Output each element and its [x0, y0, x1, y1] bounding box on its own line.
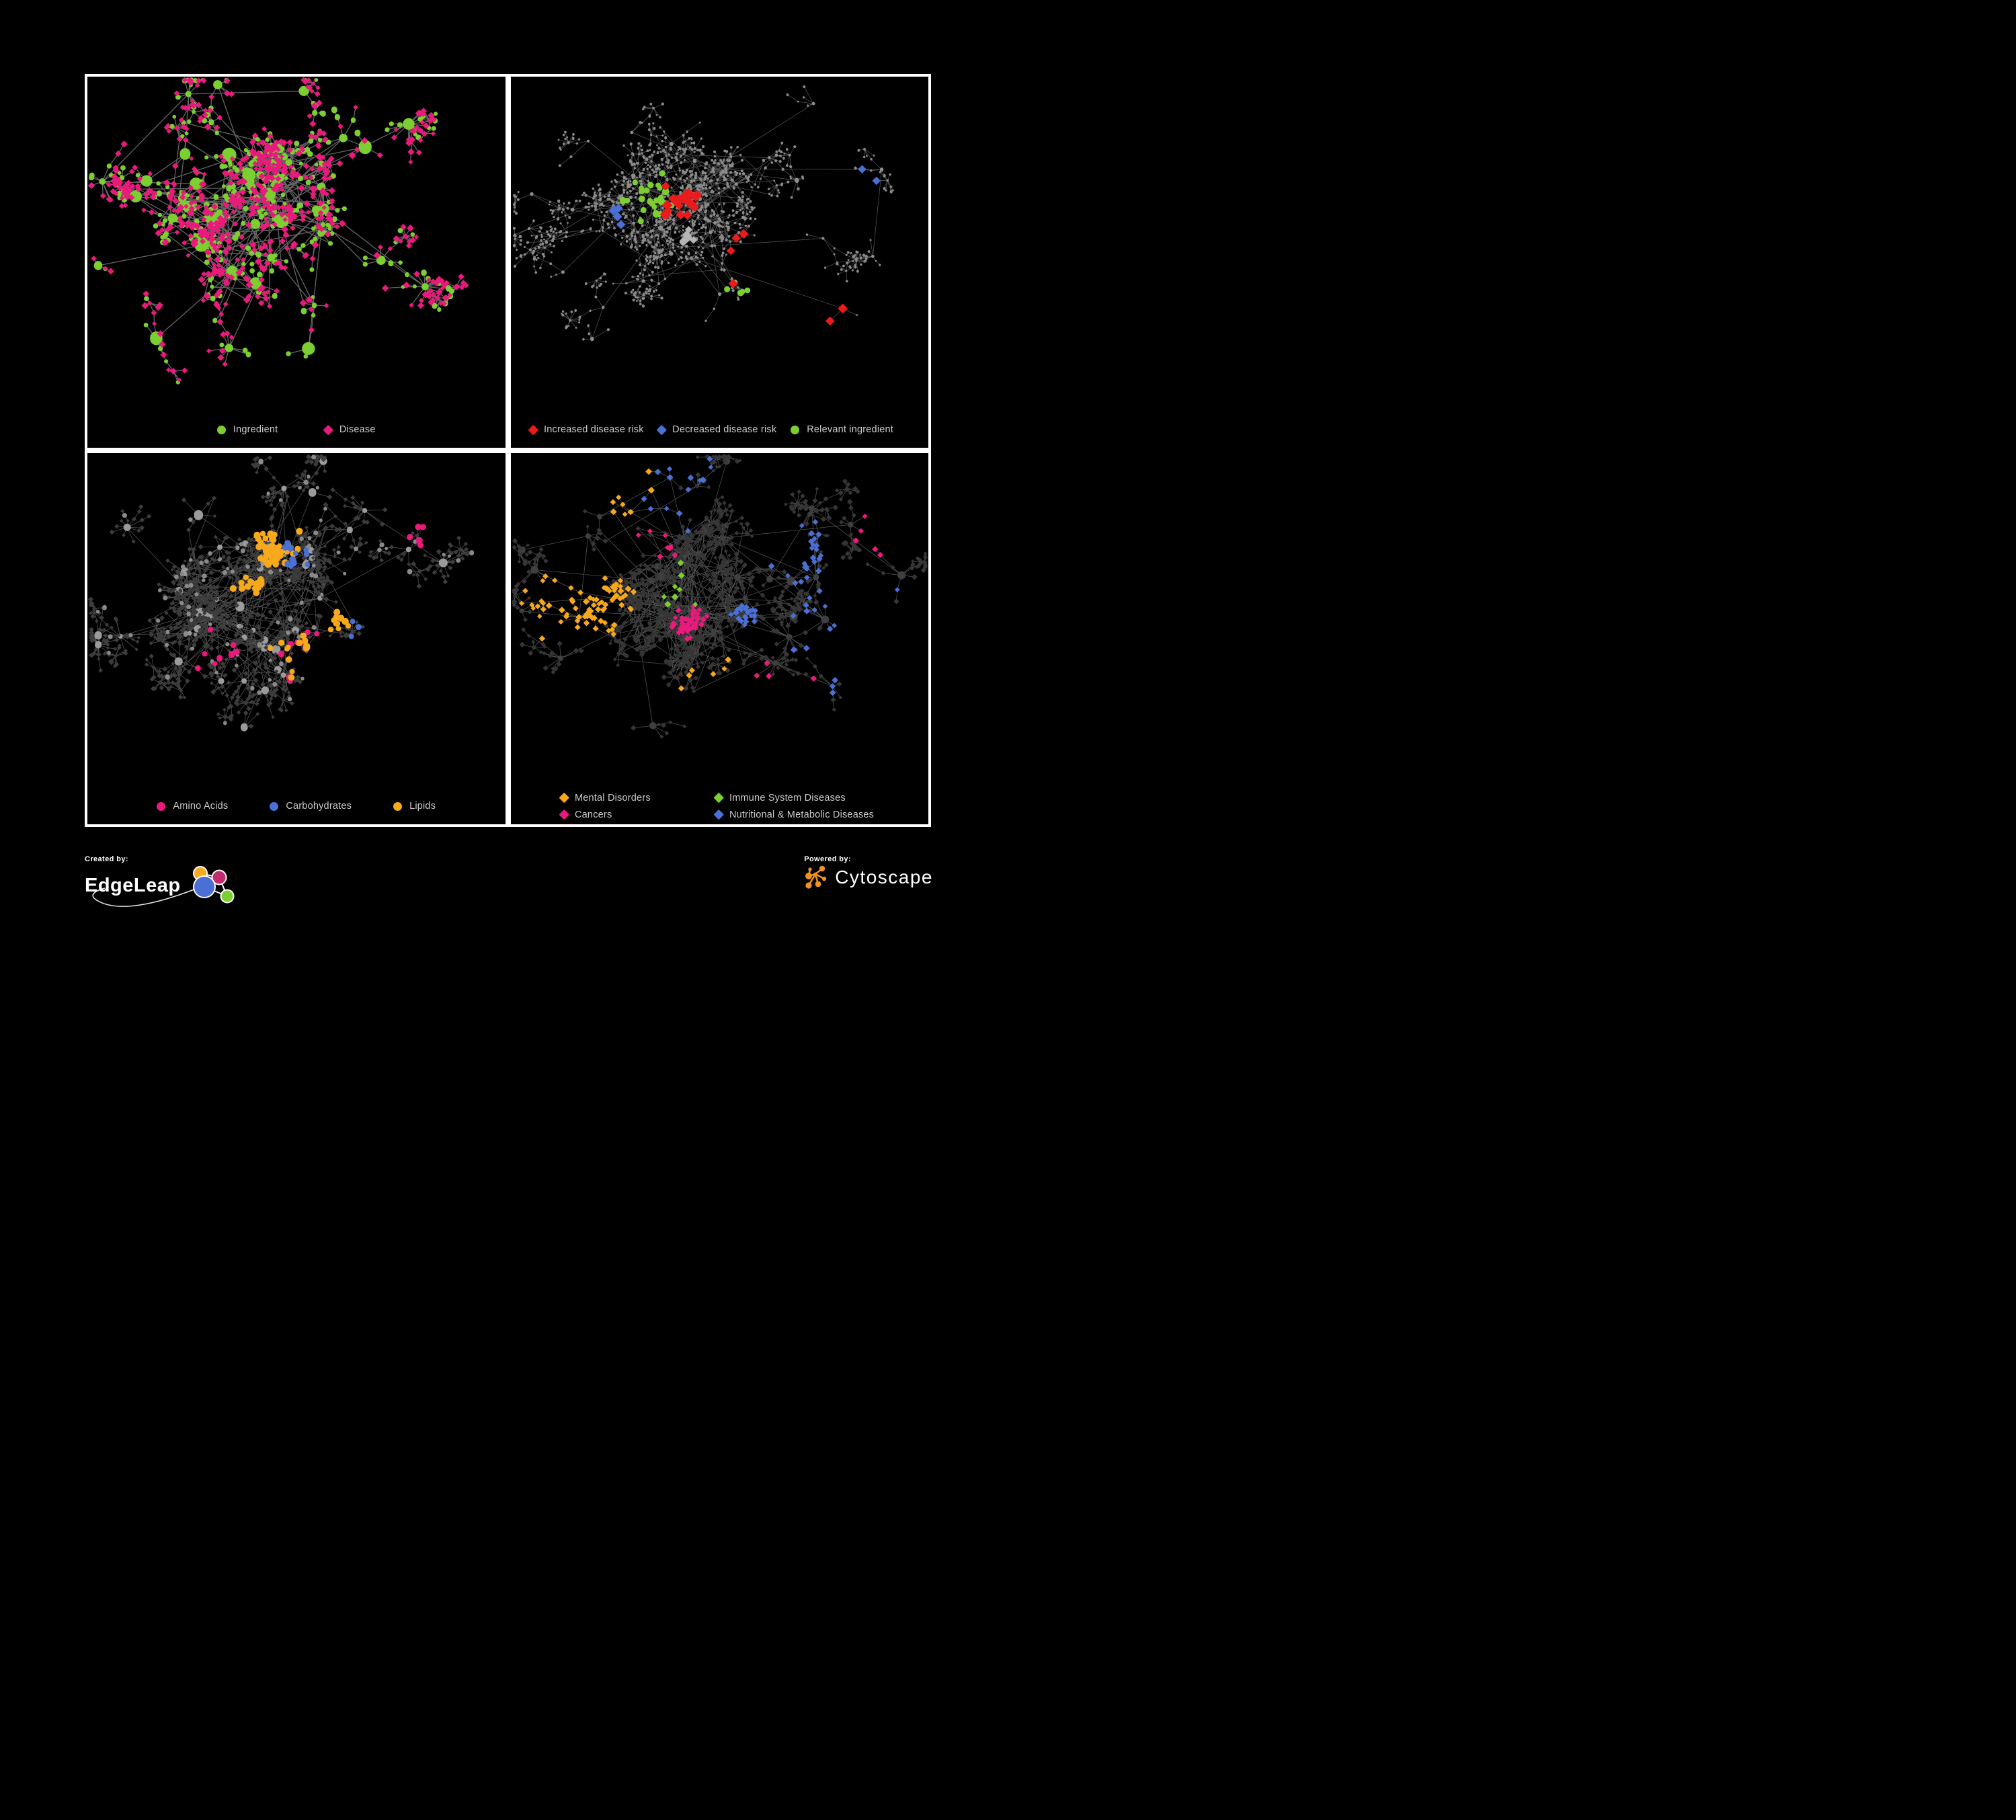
legend-label-cancers: Cancers [575, 809, 612, 820]
legend-disease-classes: Mental Disorders Immune System Diseases Ca… [511, 788, 929, 824]
legend-marker-immune-system-diseases-diamond-icon [713, 793, 724, 803]
panel-grid: Ingredient Disease Increased disease risk… [85, 74, 931, 827]
legend-label-increased-disease-risk: Increased disease risk [544, 424, 644, 435]
legend-item-lipids: Lipids [393, 801, 436, 812]
cytoscape-icon [805, 865, 827, 889]
network-canvas-ingredient-disease [87, 77, 469, 385]
legend-marker-carbohydrates-circle-icon [270, 801, 279, 811]
network-canvas-disease-classes [511, 453, 928, 739]
legend-disease-risk: Increased disease risk Decreased disease … [511, 411, 929, 448]
legend-label-ingredient: Ingredient [233, 424, 278, 435]
cytoscape-wordmark: Cytoscape [835, 867, 933, 887]
legend-label-immune-system-diseases: Immune System Diseases [729, 792, 846, 803]
legend-marker-mental-disorders-diamond-icon [559, 793, 569, 803]
legend-ingredient-disease: Ingredient Disease [87, 411, 506, 448]
legend-item-ingredient: Ingredient [216, 424, 278, 435]
legend-item-cancers: Cancers [559, 809, 715, 820]
legend-marker-nutritional-metabolic-diseases-diamond-icon [713, 809, 724, 820]
panel-disease-classes: Mental Disorders Immune System Diseases Ca… [508, 450, 931, 827]
legend-label-nutritional-metabolic-diseases: Nutritional & Metabolic Diseases [729, 809, 875, 820]
legend-item-increased-disease-risk: Increased disease risk [528, 424, 644, 435]
powered-by-label: Powered by: [804, 855, 852, 863]
legend-nutrient-classes: Amino Acids Carbohydrates Lipids [87, 788, 506, 824]
legend-marker-increased-disease-risk-diamond-icon [528, 424, 538, 435]
edgeleap-network-icon [92, 866, 235, 907]
created-by-lockup: Created by: EdgeLeap [85, 855, 253, 907]
legend-label-mental-disorders: Mental Disorders [575, 792, 651, 803]
legend-marker-lipids-circle-icon [393, 801, 403, 811]
panel-ingredient-disease: Ingredient Disease [85, 74, 508, 450]
legend-marker-relevant-ingredient-circle-icon [791, 425, 800, 434]
legend-item-mental-disorders: Mental Disorders [559, 792, 715, 803]
legend-marker-decreased-disease-risk-diamond-icon [656, 424, 667, 435]
legend-item-nutritional-metabolic-diseases: Nutritional & Metabolic Diseases [713, 809, 875, 820]
legend-label-lipids: Lipids [409, 801, 436, 812]
legend-item-immune-system-diseases: Immune System Diseases [713, 792, 875, 803]
legend-item-amino-acids: Amino Acids [157, 801, 228, 812]
figure-canvas: Ingredient Disease Increased disease risk… [0, 0, 1008, 910]
legend-label-carbohydrates: Carbohydrates [286, 801, 352, 812]
legend-item-carbohydrates: Carbohydrates [270, 801, 352, 812]
legend-marker-cancers-diamond-icon [559, 809, 569, 820]
created-by-label: Created by: [85, 855, 128, 863]
legend-marker-ingredient-circle-icon [216, 425, 226, 434]
legend-item-relevant-ingredient: Relevant ingredient [791, 424, 893, 435]
legend-item-decreased-disease-risk: Decreased disease risk [656, 424, 777, 435]
powered-by-lockup: Powered by: Cytoscape [804, 855, 933, 889]
legend-label-amino-acids: Amino Acids [173, 801, 229, 812]
legend-marker-disease-diamond-icon [323, 424, 334, 435]
legend-label-relevant-ingredient: Relevant ingredient [807, 424, 893, 435]
legend-label-disease: Disease [339, 424, 376, 435]
legend-item-disease: Disease [323, 424, 376, 435]
network-canvas-nutrient-classes [88, 453, 475, 731]
edgeleap-wordmark: EdgeLeap [85, 875, 181, 896]
edgeleap-logo: EdgeLeap [85, 865, 253, 907]
panel-nutrient-classes: Amino Acids Carbohydrates Lipids [85, 450, 508, 827]
network-canvas-disease-risk [512, 85, 894, 342]
legend-marker-amino-acids-circle-icon [157, 801, 166, 811]
legend-label-decreased-disease-risk: Decreased disease risk [672, 424, 777, 435]
panel-disease-risk: Increased disease risk Decreased disease … [508, 74, 931, 450]
